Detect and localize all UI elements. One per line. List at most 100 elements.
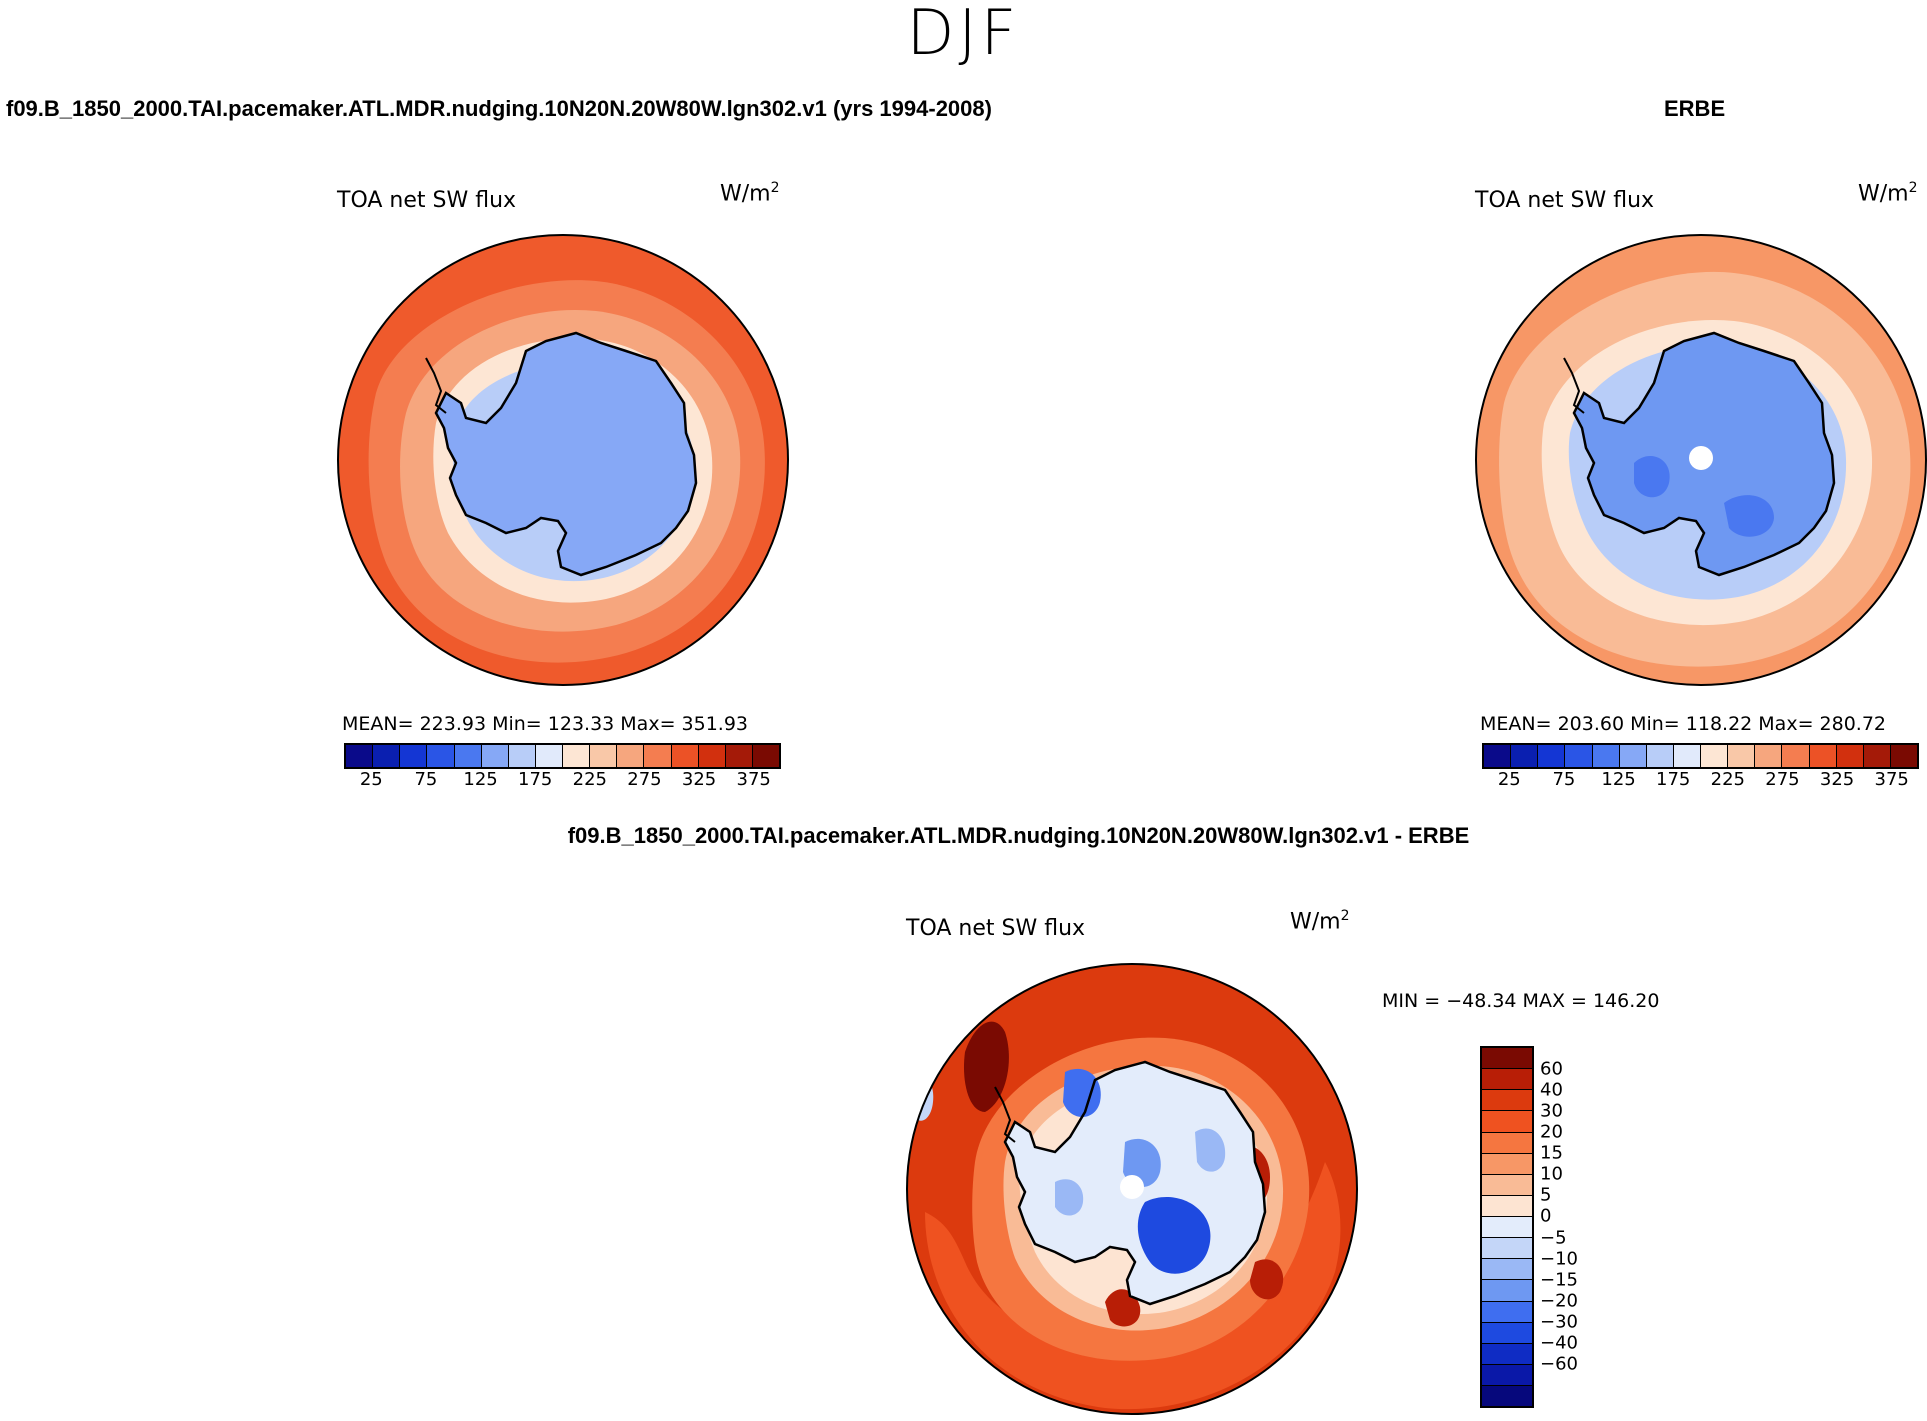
right-colorbar-swatch (1511, 745, 1539, 767)
left-colorbar-swatch (563, 745, 591, 767)
right-colorbar-swatch (1890, 745, 1917, 767)
diff-colorbar-tick-label: −10 (1540, 1248, 1578, 1270)
bottom-units: W/m2 (1290, 908, 1350, 934)
diff-colorbar-tick-label: 5 (1540, 1184, 1552, 1206)
diff-colorbar-swatch (1482, 1343, 1532, 1365)
left-colorbar-swatch (752, 745, 779, 767)
left-colorbar-swatch (725, 745, 753, 767)
right-colorbar-swatch (1565, 745, 1593, 767)
right-colorbar-swatch (1836, 745, 1864, 767)
diff-colorbar-tick-label: −15 (1540, 1269, 1578, 1291)
left-colorbar-swatch (427, 745, 455, 767)
diff-colorbar-swatch (1482, 1048, 1532, 1070)
diff-colorbar-tick-label: 60 (1540, 1058, 1563, 1080)
diff-colorbar-tick-label: 20 (1540, 1121, 1563, 1143)
left-units-base: W/m (720, 181, 771, 207)
right-panel-title: ERBE (1664, 96, 1726, 121)
left-colorbar-tick-label: 275 (627, 769, 662, 790)
diff-colorbar-swatch (1482, 1238, 1532, 1260)
diff-colorbar-labels: 60 40 30 20 15 10 5 0 −5 −10 −15 −20 −30 −40 −60 (1540, 1046, 1600, 1408)
left-colorbar-tick-label: 25 (359, 769, 383, 790)
right-colorbar-tick-label: 75 (1552, 769, 1576, 790)
right-colorbar-swatch (1538, 745, 1566, 767)
diff-colorbar-tick-label: 0 (1540, 1205, 1552, 1227)
right-polar-map (1474, 233, 1927, 687)
left-colorbar-swatch (454, 745, 482, 767)
left-colorbar-tick-label: 225 (572, 769, 607, 790)
left-colorbar-tick-label: 325 (681, 769, 717, 790)
right-colorbar-swatch (1782, 745, 1810, 767)
diff-colorbar-swatch (1482, 1132, 1532, 1154)
bottom-units-exp: 2 (1340, 908, 1350, 924)
diff-colorbar-tick-label: 30 (1540, 1100, 1563, 1122)
right-stats: MEAN= 203.60 Min= 118.22 Max= 280.72 (1480, 713, 1887, 735)
left-colorbar-tick-label: 375 (736, 769, 771, 790)
diff-colorbar-tick-label: 15 (1540, 1142, 1563, 1164)
diff-colorbar-tick-label: −60 (1540, 1353, 1578, 1375)
bottom-polar-map (905, 962, 1359, 1416)
right-colorbar-swatch (1809, 745, 1837, 767)
left-colorbar-swatch (508, 745, 536, 767)
diff-colorbar-swatch (1482, 1174, 1532, 1196)
right-colorbar-swatch (1646, 745, 1674, 767)
right-units-base: W/m (1858, 181, 1909, 207)
left-colorbar-tick-label: 125 (463, 769, 498, 790)
diff-colorbar-tick-label: −20 (1540, 1290, 1578, 1312)
diff-colorbar-swatch (1482, 1322, 1532, 1344)
diff-colorbar-swatch (1482, 1090, 1532, 1112)
right-colorbar-tick-label: 25 (1497, 769, 1521, 790)
left-units: W/m2 (720, 180, 780, 206)
right-colorbar-tick-label: 275 (1765, 769, 1800, 790)
right-colorbar-swatch (1484, 745, 1512, 767)
diff-colorbar-bar (1480, 1046, 1534, 1408)
right-colorbar-tick-label: 375 (1874, 769, 1909, 790)
diff-colorbar-tick-label: −40 (1540, 1332, 1578, 1354)
right-colorbar-bar (1482, 743, 1919, 769)
right-colorbar-tick-label: 325 (1819, 769, 1855, 790)
right-colorbar-swatch (1863, 745, 1891, 767)
diff-colorbar-tick-label: 40 (1540, 1079, 1563, 1101)
left-panel-title: f09.B_1850_2000.TAI.pacemaker.ATL.MDR.nu… (6, 96, 992, 121)
left-colorbar-tick-label: 175 (518, 769, 553, 790)
right-colorbar-swatch (1619, 745, 1647, 767)
diff-colorbar-swatch (1482, 1386, 1532, 1407)
left-colorbar-swatch (481, 745, 509, 767)
left-colorbar-swatch (373, 745, 401, 767)
diff-colorbar-tick-label: 10 (1540, 1163, 1563, 1185)
diff-colorbar (1480, 1046, 1534, 1408)
season-title: DJF (906, 0, 1021, 69)
left-colorbar: 25 75 125 175 225 275 325 375 (344, 743, 781, 793)
bottom-minmax: MIN = −48.34 MAX = 146.20 (1382, 990, 1660, 1012)
right-colorbar-tick-label: 125 (1601, 769, 1636, 790)
right-colorbar-swatch (1592, 745, 1620, 767)
left-colorbar-swatch (617, 745, 645, 767)
bottom-variable-label: TOA net SW flux (906, 916, 1086, 941)
right-colorbar-labels: 25 75 125 175 225 275 325 375 (1482, 769, 1919, 793)
bottom-units-base: W/m (1290, 909, 1341, 935)
right-colorbar-swatch (1755, 745, 1783, 767)
left-colorbar-bar (344, 743, 781, 769)
right-units-exp: 2 (1908, 180, 1918, 196)
left-stats: MEAN= 223.93 Min= 123.33 Max= 351.93 (342, 713, 749, 735)
left-colorbar-swatch (698, 745, 726, 767)
diff-colorbar-swatch (1482, 1280, 1532, 1302)
diff-colorbar-tick-label: −5 (1540, 1227, 1567, 1249)
left-polar-map (336, 233, 790, 687)
left-colorbar-swatch (590, 745, 618, 767)
diff-colorbar-swatch (1482, 1301, 1532, 1323)
right-variable-label: TOA net SW flux (1475, 188, 1655, 213)
left-colorbar-swatch (671, 745, 699, 767)
left-variable-label: TOA net SW flux (337, 188, 517, 213)
right-colorbar-swatch (1673, 745, 1701, 767)
diff-colorbar-swatch (1482, 1069, 1532, 1091)
left-colorbar-tick-label: 75 (414, 769, 438, 790)
left-colorbar-swatch (346, 745, 374, 767)
diff-colorbar-tick-label: −30 (1540, 1311, 1578, 1333)
left-colorbar-swatch (644, 745, 672, 767)
left-colorbar-swatch (400, 745, 428, 767)
diff-colorbar-swatch (1482, 1217, 1532, 1239)
left-colorbar-labels: 25 75 125 175 225 275 325 375 (344, 769, 781, 793)
diff-colorbar-swatch (1482, 1111, 1532, 1133)
diff-colorbar-swatch (1482, 1364, 1532, 1386)
right-colorbar-tick-label: 175 (1656, 769, 1691, 790)
